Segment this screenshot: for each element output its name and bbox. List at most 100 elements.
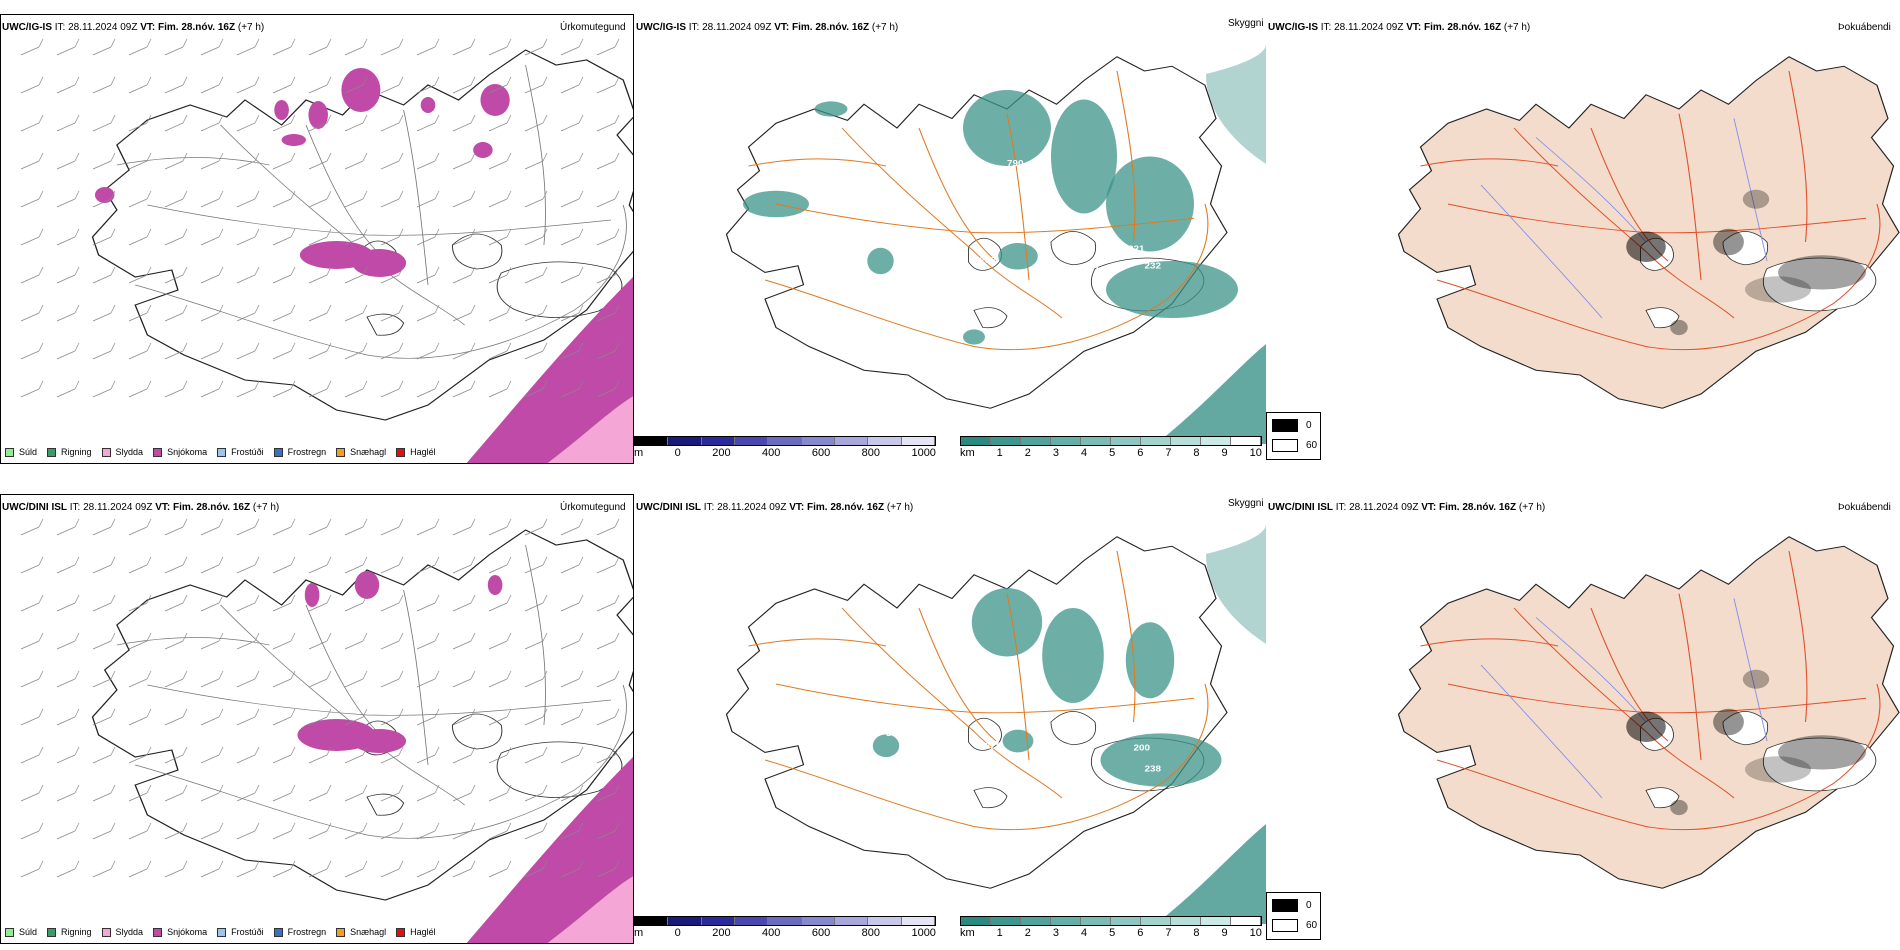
wind-barb [416, 388, 436, 398]
wind-barb [128, 198, 148, 208]
wind-barb-flag [38, 228, 44, 238]
legend-label: Frostregn [287, 447, 327, 457]
wind-barb [200, 754, 220, 764]
snowfall-area [304, 583, 320, 607]
wind-barb-flag [578, 190, 584, 200]
snowfall-area [94, 187, 115, 203]
wind-barb-flag [218, 518, 224, 528]
low-visibility-area [963, 329, 985, 345]
wind-barb-flag [578, 380, 584, 390]
wind-barb-flag [38, 556, 44, 566]
wind-barb [200, 46, 220, 56]
wind-barb [272, 564, 292, 574]
wind-barb-flag [542, 784, 548, 794]
sleet-offshore [547, 876, 633, 943]
wind-barb [236, 754, 256, 764]
wind-barb [200, 198, 220, 208]
wind-barb-flag [74, 342, 80, 352]
fog-legend-label: 0 [1306, 420, 1312, 431]
wind-barb [92, 792, 112, 802]
wind-barb-flag [362, 518, 368, 528]
wind-barb [416, 602, 436, 612]
wind-barb-flag [614, 266, 620, 276]
wind-barb-flag [74, 860, 80, 870]
wind-barb-flag [326, 594, 332, 604]
road-line [403, 589, 429, 766]
legend-swatch [101, 447, 111, 457]
wind-barb-flag [290, 518, 296, 528]
wind-barb-flag [38, 860, 44, 870]
colorbar-step [991, 437, 1021, 445]
wind-barb [524, 754, 544, 764]
legend-label: Rigning [61, 447, 92, 457]
wind-barb-flag [578, 746, 584, 756]
wind-barb [56, 350, 76, 360]
wind-barb [92, 274, 112, 284]
wind-barb-flag [434, 746, 440, 756]
wind-barb [416, 868, 436, 878]
wind-barb [452, 160, 472, 170]
wind-barb [92, 602, 112, 612]
wind-barb [488, 236, 508, 246]
wind-barb-flag [470, 822, 476, 832]
wind-barb-flag [506, 114, 512, 124]
wind-barb-flag [146, 746, 152, 756]
wind-barb-flag [290, 38, 296, 48]
wind-barb [236, 274, 256, 284]
wind-barb-flag [398, 822, 404, 832]
wind-barb [452, 312, 472, 322]
wind-barb-flag [38, 342, 44, 352]
fog-legend-label: 0 [1306, 900, 1312, 911]
wind-barb [452, 868, 472, 878]
fog-indicator-area [1778, 255, 1866, 290]
legend-label: Snjókoma [167, 927, 208, 937]
wind-barb [56, 716, 76, 726]
wind-barb-flag [434, 594, 440, 604]
road-line [525, 544, 546, 726]
wind-barb-flag [434, 38, 440, 48]
wind-barb [452, 236, 472, 246]
wind-barb [128, 830, 148, 840]
wind-barb [416, 830, 436, 840]
wind-barb-flag [290, 342, 296, 352]
wind-barb-flag [362, 556, 368, 566]
low-visibility-area [1002, 729, 1034, 753]
low-visibility-area [971, 588, 1043, 657]
wind-barb-flag [182, 556, 188, 566]
low-visibility-area [1042, 608, 1104, 703]
wind-barb [452, 350, 472, 360]
legend-swatch [217, 927, 227, 937]
wind-barb-flag [506, 304, 512, 314]
wind-barb-flag [470, 380, 476, 390]
wind-barb-flag [110, 152, 116, 162]
wind-barb [344, 160, 364, 170]
wind-barb-flag [110, 708, 116, 718]
wind-barb-flag [398, 518, 404, 528]
iceland-map-group [1397, 56, 1900, 409]
wind-barb-flag [218, 784, 224, 794]
wind-barb [524, 236, 544, 246]
colorbar-tick-label: 6 [1137, 927, 1144, 939]
wind-barb-flag [218, 670, 224, 680]
wind-barb [56, 198, 76, 208]
wind-barb [164, 564, 184, 574]
cloud-base-label: 330 [1062, 237, 1079, 246]
wind-barb-flag [182, 822, 188, 832]
wind-barb [200, 84, 220, 94]
wind-barb-flag [290, 228, 296, 238]
wind-barb-flag [362, 632, 368, 642]
wind-barb [560, 526, 580, 536]
wind-barb [92, 312, 112, 322]
iceland-map-group [1397, 536, 1900, 889]
wind-barb-flag [362, 228, 368, 238]
colorbar-step [1231, 437, 1261, 445]
colorbar-strip [634, 916, 936, 926]
wind-barb [236, 122, 256, 132]
wind-barb-flag [218, 152, 224, 162]
wind-barb-flag [110, 228, 116, 238]
wind-barb-flag [470, 228, 476, 238]
wind-barb [560, 274, 580, 284]
wind-barb-flag [614, 518, 620, 528]
wind-barb [596, 754, 616, 764]
wind-barb [200, 160, 220, 170]
